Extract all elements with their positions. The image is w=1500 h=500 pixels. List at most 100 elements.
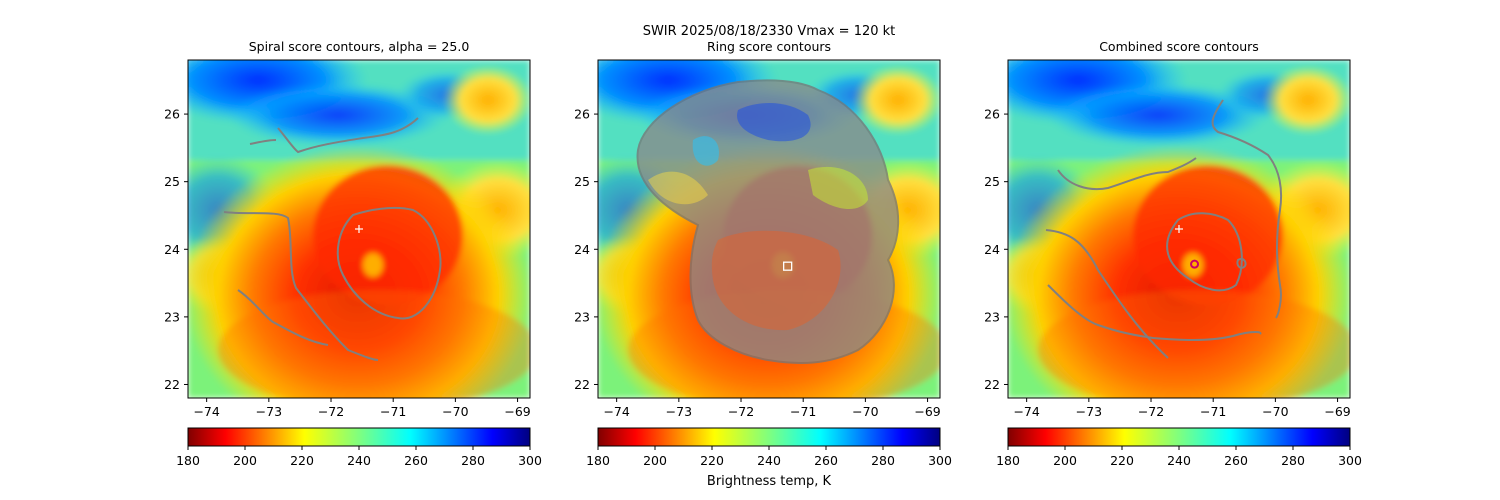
x-tick-label: −70 — [442, 404, 468, 419]
colorbar-tick-label: 220 — [1110, 453, 1134, 468]
colorbar-tick-label: 260 — [1224, 453, 1248, 468]
colorbar-tick-label: 300 — [518, 453, 542, 468]
y-tick-label: 22 — [574, 377, 590, 392]
colorbar-tick-label: 240 — [347, 453, 371, 468]
colorbar-gradient — [597, 427, 941, 447]
ring-contour-region — [808, 166, 868, 210]
x-tick-label: −74 — [1013, 404, 1039, 419]
y-tick-label: 25 — [574, 174, 590, 189]
x-tick-label: −73 — [666, 404, 692, 419]
axes-frame — [597, 59, 941, 399]
marker-layer — [783, 261, 793, 271]
spiral-contour — [277, 117, 419, 154]
colorbar-tick-label: 200 — [233, 453, 257, 468]
colorbar-tick-label: 180 — [586, 453, 610, 468]
x-tick-label: −70 — [1262, 404, 1288, 419]
combined-contour — [1236, 257, 1247, 269]
y-tick-label: 26 — [984, 107, 1000, 122]
colorbar: 180 200 220 240 260 280 300 — [176, 427, 542, 468]
colorbar-tick-label: 220 — [290, 453, 314, 468]
y-tick-label: 26 — [164, 107, 180, 122]
colorbar-tick-label: 280 — [871, 453, 895, 468]
colorbar-tick-label: 220 — [700, 453, 724, 468]
y-tick-label: 26 — [574, 107, 590, 122]
y-tick-label: 25 — [164, 174, 180, 189]
brightness-temp-image — [598, 60, 940, 398]
panel-title: Combined score contours — [1099, 39, 1259, 54]
combined-contour — [1057, 157, 1197, 190]
y-ticks: 22 23 24 25 26 — [164, 107, 188, 392]
x-tick-label: −71 — [1200, 404, 1226, 419]
spiral-contour — [249, 139, 277, 145]
marker-layer — [1175, 225, 1200, 269]
combined-contour — [1047, 284, 1262, 341]
x-tick-label: −70 — [852, 404, 878, 419]
x-tick-label: −71 — [790, 404, 816, 419]
panel-title: Ring score contours — [707, 39, 831, 54]
colorbar-gradient — [187, 427, 531, 447]
colorbar-tick-label: 300 — [1338, 453, 1362, 468]
y-tick-label: 24 — [984, 242, 1000, 257]
colorbar-tick-label: 260 — [404, 453, 428, 468]
ring-contour-region — [648, 171, 708, 205]
combined-contour — [1166, 212, 1243, 292]
spiral-contour — [237, 289, 329, 346]
y-tick-label: 25 — [984, 174, 1000, 189]
y-tick-label: 22 — [984, 377, 1000, 392]
colorbar-ticks: 180 200 220 240 260 280 300 — [176, 446, 542, 468]
colorbar-tick-label: 280 — [461, 453, 485, 468]
y-tick-label: 24 — [574, 242, 590, 257]
center-circle-marker — [1190, 259, 1200, 269]
y-ticks: 22 23 24 25 26 — [574, 107, 598, 392]
x-tick-label: −74 — [603, 404, 629, 419]
spiral-contour — [336, 206, 442, 320]
colorbar-tick-label: 180 — [176, 453, 200, 468]
colorbar-tick-label: 240 — [1167, 453, 1191, 468]
colorbar-tick-label: 200 — [1053, 453, 1077, 468]
colorbar-tick-label: 180 — [996, 453, 1020, 468]
colorbar-tick-label: 200 — [643, 453, 667, 468]
combined-contour — [1045, 229, 1169, 359]
x-tick-label: −73 — [256, 404, 282, 419]
x-tick-label: −69 — [914, 404, 940, 419]
x-tick-label: −72 — [1138, 404, 1164, 419]
brightness-temp-image — [188, 60, 530, 398]
panel-ring: Ring score contours −74 −73 −72 −71 −70 −69 2… — [574, 39, 941, 419]
panel-spiral: Spiral score contours, alpha = 25.0 −74 −… — [164, 39, 531, 419]
x-ticks: −74 −73 −72 −71 −70 −69 — [193, 398, 531, 419]
x-tick-label: −72 — [318, 404, 344, 419]
ring-contour-region — [737, 103, 811, 142]
x-tick-label: −73 — [1076, 404, 1102, 419]
y-ticks: 22 23 24 25 26 — [984, 107, 1008, 392]
y-tick-label: 23 — [984, 309, 1000, 324]
marker-layer — [355, 225, 363, 233]
x-tick-label: −74 — [193, 404, 219, 419]
brightness-temp-image — [1008, 60, 1350, 398]
colorbar-ticks: 180 200 220 240 260 280 300 — [586, 446, 952, 468]
colorbar-tick-label: 280 — [1281, 453, 1305, 468]
axes-frame — [1007, 59, 1351, 399]
x-tick-label: −72 — [728, 404, 754, 419]
ring-contour-region — [711, 230, 841, 331]
panel-title: Spiral score contours, alpha = 25.0 — [249, 39, 470, 54]
colorbar-tick-label: 300 — [928, 453, 952, 468]
x-ticks: −74 −73 −72 −71 −70 −69 — [603, 398, 941, 419]
colorbar-tick-label: 260 — [814, 453, 838, 468]
y-tick-label: 24 — [164, 242, 180, 257]
ring-contour-region — [692, 136, 719, 166]
x-ticks: −74 −73 −72 −71 −70 −69 — [1013, 398, 1351, 419]
spiral-contour — [223, 211, 379, 361]
colorbar-label: Brightness temp, K — [707, 474, 832, 489]
colorbar-ticks: 180 200 220 240 260 280 300 — [996, 446, 1362, 468]
colorbar-gradient — [1007, 427, 1351, 447]
panel-combined: Combined score contours −74 −73 −72 −71 −70−… — [984, 39, 1351, 419]
y-tick-label: 23 — [164, 309, 180, 324]
figure-suptitle: SWIR 2025/08/18/2330 Vmax = 120 kt — [643, 24, 896, 39]
x-tick-label: −69 — [504, 404, 530, 419]
center-plus-marker — [355, 225, 363, 233]
combined-contour — [1211, 99, 1283, 319]
colorbar: 180 200 220 240 260 280 300 — [586, 427, 952, 468]
center-plus-marker — [1175, 225, 1183, 233]
x-tick-label: −69 — [1324, 404, 1350, 419]
